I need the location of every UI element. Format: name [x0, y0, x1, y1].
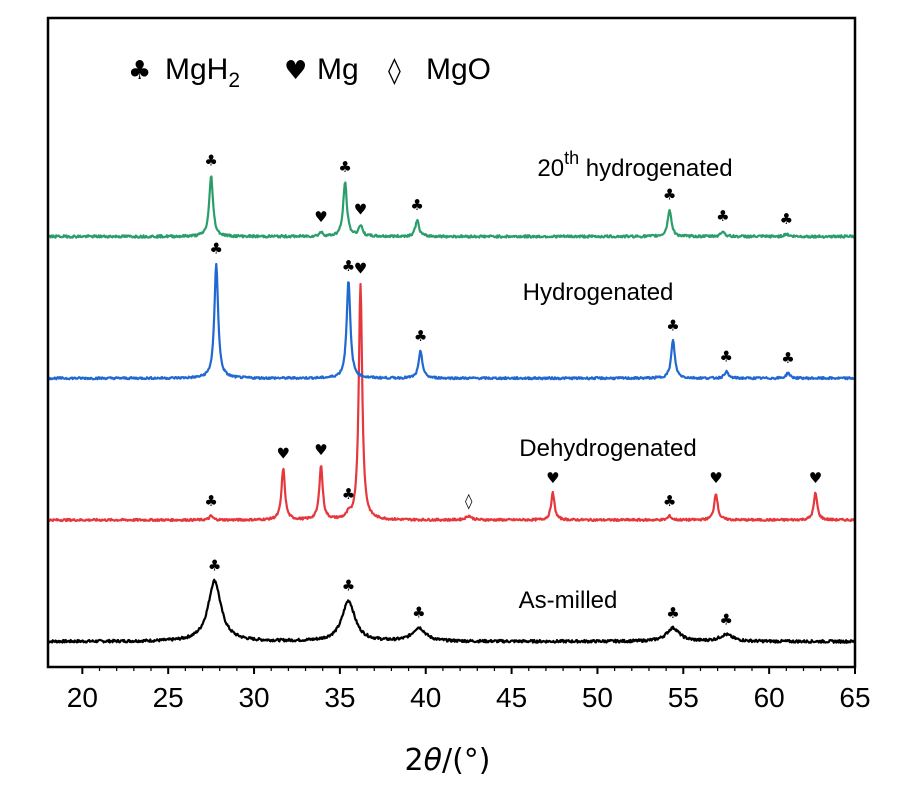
legend-mg-label: Mg — [317, 53, 359, 86]
marker-dehydrogenated-1: ♥ — [277, 444, 290, 462]
marker-20th-hydrogenated-4: ♣ — [410, 196, 423, 214]
legend: ♣ MgH2 ♥ Mg ◊ MgO — [128, 53, 491, 92]
trace-labels-layer: As-milled Dehydrogenated Hydrogenated 20th … — [519, 148, 733, 614]
trace-20th-hydrogenated — [47, 175, 856, 239]
trace-dehydrogenated — [47, 282, 856, 523]
marker-dehydrogenated-0: ♣ — [204, 492, 217, 510]
legend-mgh2-label: MgH2 — [165, 53, 240, 92]
x-axis-title-prefix: 2 — [405, 743, 424, 778]
marker-hydrogenated-2: ♣ — [414, 327, 427, 345]
trace-label-20th-hydrogenated: 20th hydrogenated — [537, 148, 732, 182]
marker-as-milled-0: ♣ — [208, 557, 221, 575]
marker-as-milled-4: ♣ — [719, 610, 732, 628]
legend-mgo-symbol: ◊ — [388, 56, 401, 86]
x-tick-label-20: 20 — [67, 682, 98, 713]
marker-dehydrogenated-3: ♣ — [342, 485, 355, 503]
legend-mgh2-symbol: ♣ — [128, 56, 151, 86]
x-tick-label-30: 30 — [238, 682, 269, 713]
trace-hydrogenated — [47, 262, 856, 381]
x-tick-label-50: 50 — [582, 682, 613, 713]
marker-dehydrogenated-6: ♥ — [546, 469, 559, 487]
marker-20th-hydrogenated-1: ♥ — [314, 208, 327, 226]
trace-label-dehydrogenated: Dehydrogenated — [519, 435, 696, 462]
marker-dehydrogenated-9: ♥ — [809, 469, 822, 487]
marker-hydrogenated-4: ♣ — [719, 347, 732, 365]
traces-layer — [47, 175, 856, 644]
x-axis-title-theta: θ — [424, 743, 442, 778]
marker-dehydrogenated-8: ♥ — [709, 469, 722, 487]
marker-as-milled-3: ♣ — [666, 604, 679, 622]
x-axis-title-unit: /(°) — [442, 743, 491, 778]
marker-20th-hydrogenated-2: ♣ — [338, 158, 351, 176]
plot-frame — [46, 16, 857, 669]
trace-label-as-milled: As-milled — [519, 587, 618, 614]
marker-hydrogenated-5: ♣ — [781, 349, 794, 367]
x-tick-label-65: 65 — [839, 682, 870, 713]
marker-20th-hydrogenated-6: ♣ — [716, 207, 729, 225]
legend-mgo-label: MgO — [426, 53, 491, 86]
x-tick-label-40: 40 — [410, 682, 441, 713]
trace-label-hydrogenated: Hydrogenated — [523, 279, 674, 306]
marker-20th-hydrogenated-0: ♣ — [204, 152, 217, 170]
marker-dehydrogenated-7: ♣ — [663, 492, 676, 510]
phase-markers-layer: ♣♣♣ ♣ ♣♣♥ ♥♣♥◊♥♣♥ ♥♣♣♣♣♣ ♣♣♥♣♥ ♣♣♣ ♣ — [204, 152, 822, 629]
legend-mg-symbol: ♥ — [284, 56, 307, 86]
marker-20th-hydrogenated-3: ♥ — [354, 201, 367, 219]
marker-hydrogenated-1: ♣ — [342, 257, 355, 275]
marker-hydrogenated-3: ♣ — [666, 316, 679, 334]
x-axis-ticks: 20 25 30 35 40 45 50 55 60 65 — [67, 667, 871, 713]
x-tick-label-45: 45 — [496, 682, 527, 713]
x-tick-label-55: 55 — [668, 682, 699, 713]
marker-dehydrogenated-4: ♥ — [354, 259, 367, 277]
marker-as-milled-1: ♣ — [342, 577, 355, 595]
marker-dehydrogenated-2: ♥ — [314, 441, 327, 459]
marker-hydrogenated-0: ♣ — [210, 239, 223, 257]
marker-20th-hydrogenated-5: ♣ — [663, 185, 676, 203]
marker-as-milled-2: ♣ — [412, 603, 425, 621]
x-axis-title: 2θ/(°) — [405, 743, 491, 778]
x-tick-label-60: 60 — [754, 682, 785, 713]
x-tick-label-35: 35 — [324, 682, 355, 713]
trace-as-milled — [47, 578, 856, 644]
marker-20th-hydrogenated-7: ♣ — [780, 210, 793, 228]
marker-dehydrogenated-5: ◊ — [465, 492, 473, 510]
x-tick-label-25: 25 — [153, 682, 184, 713]
